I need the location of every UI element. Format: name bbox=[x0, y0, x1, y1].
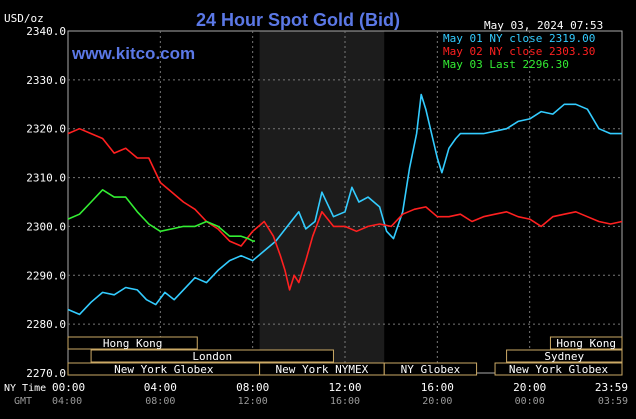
session-bar-box bbox=[494, 362, 623, 376]
series-line-2 bbox=[67, 189, 255, 242]
session-bar: Sydney bbox=[506, 349, 623, 363]
y-tick-label: 2310.0 bbox=[26, 172, 66, 185]
x-tick-label-gmt: 12:00 bbox=[238, 396, 268, 407]
legend-entry-may01: May 01 NY close 2319.00 bbox=[443, 32, 595, 45]
series-line-1 bbox=[67, 127, 623, 291]
nymex-shaded-region bbox=[259, 31, 385, 373]
session-bar: New York Globex bbox=[494, 362, 623, 376]
session-label: New York Globex bbox=[509, 363, 609, 376]
session-bar: London bbox=[90, 349, 334, 363]
ny-time-label: NY Time bbox=[4, 383, 46, 394]
y-tick-label: 2340.0 bbox=[26, 25, 66, 38]
x-tick-label-gmt: 16:00 bbox=[330, 396, 360, 407]
legend-entry-may03: May 03 Last 2296.30 bbox=[443, 58, 569, 71]
session-label: New York NYMEX bbox=[276, 363, 369, 376]
session-label: NY Globex bbox=[401, 363, 461, 376]
x-tick-label-ny: 04:00 bbox=[144, 381, 177, 394]
y-tick-label: 2300.0 bbox=[26, 220, 66, 233]
session-bar-box bbox=[67, 336, 198, 350]
x-tick-label-gmt: 20:00 bbox=[422, 396, 452, 407]
session-label: Sydney bbox=[544, 350, 584, 363]
x-tick-label-gmt: 08:00 bbox=[145, 396, 175, 407]
x-tick-label-ny: 23:59 bbox=[595, 381, 628, 394]
session-bar: Hong Kong bbox=[549, 336, 623, 350]
session-label: Hong Kong bbox=[103, 337, 163, 350]
x-tick-label-gmt: 00:00 bbox=[515, 396, 545, 407]
gmt-label: GMT bbox=[14, 396, 32, 407]
session-bar-box bbox=[383, 362, 478, 376]
session-bar-box bbox=[549, 336, 623, 350]
series-line-0 bbox=[67, 93, 622, 316]
brand-watermark: www.kitco.com bbox=[71, 44, 195, 63]
y-tick-label: 2320.0 bbox=[26, 123, 66, 136]
x-tick-label-ny: 16:00 bbox=[421, 381, 454, 394]
x-tick-label-ny: 00:00 bbox=[52, 381, 85, 394]
session-label: New York Globex bbox=[114, 363, 214, 376]
x-tick-label-ny: 12:00 bbox=[328, 381, 361, 394]
y-tick-label: 2330.0 bbox=[26, 74, 66, 87]
session-bar: New York Globex bbox=[67, 362, 261, 376]
y-tick-label: 2290.0 bbox=[26, 269, 66, 282]
x-tick-label-ny: 08:00 bbox=[236, 381, 269, 394]
session-bar-box bbox=[90, 349, 334, 363]
legend-entry-may02: May 02 NY close 2303.30 bbox=[443, 45, 595, 58]
session-label: London bbox=[192, 350, 232, 363]
x-tick-label-ny: 20:00 bbox=[513, 381, 546, 394]
session-label: Hong Kong bbox=[556, 337, 616, 350]
y-tick-label: 2270.0 bbox=[26, 367, 66, 380]
timestamp: May 03, 2024 07:53 bbox=[484, 19, 603, 32]
session-bar: NY Globex bbox=[383, 362, 478, 376]
chart-title: 24 Hour Spot Gold (Bid) bbox=[196, 10, 400, 30]
session-bar: New York NYMEX bbox=[259, 362, 385, 376]
y-tick-label: 2280.0 bbox=[26, 318, 66, 331]
x-tick-label-gmt: 03:59 bbox=[598, 396, 628, 407]
session-bar: Hong Kong bbox=[67, 336, 198, 350]
y-axis-unit-label: USD/oz bbox=[4, 12, 44, 25]
session-bar-box bbox=[506, 349, 623, 363]
x-tick-label-gmt: 04:00 bbox=[52, 396, 82, 407]
